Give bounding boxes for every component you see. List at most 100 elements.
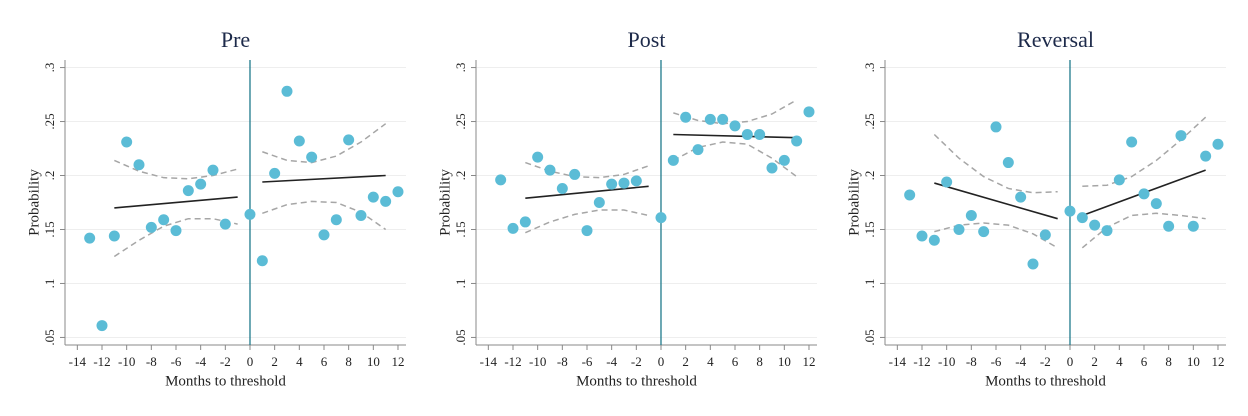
y-axis-label: Probability [437, 169, 453, 236]
point [256, 255, 268, 267]
point [630, 175, 642, 187]
point [1200, 150, 1212, 162]
confidence-band [262, 123, 387, 164]
x-tick-label: -4 [1015, 354, 1026, 369]
point [84, 232, 96, 244]
point [1015, 191, 1027, 203]
x-tick-label: -8 [966, 354, 977, 369]
point [306, 151, 318, 163]
point [392, 186, 404, 198]
point [519, 216, 531, 228]
point [133, 159, 145, 171]
point [729, 120, 741, 132]
point [754, 128, 766, 140]
point [618, 177, 630, 189]
x-tick-label: 10 [1187, 354, 1200, 369]
point [121, 136, 133, 148]
confidence-band [114, 159, 238, 180]
x-tick-label: 10 [367, 354, 380, 369]
x-tick-label: -14 [69, 354, 87, 369]
x-tick-label: -6 [171, 354, 182, 369]
point [1113, 174, 1125, 186]
point [593, 197, 605, 208]
confidence-band [262, 200, 387, 231]
x-tick-label: 8 [1165, 354, 1172, 369]
x-tick-label: 8 [345, 354, 352, 369]
point [219, 218, 231, 230]
point [108, 230, 120, 242]
x-tick-label: 6 [321, 354, 328, 369]
x-tick-label: 2 [1091, 354, 1098, 369]
y-tick-label: .05 [453, 329, 468, 345]
y-tick-label: .1 [862, 279, 877, 289]
y-tick-label: .2 [453, 171, 468, 181]
y-tick-label: .3 [42, 63, 57, 73]
x-tick-label: 0 [658, 354, 665, 369]
confidence-band [113, 217, 238, 258]
point [741, 128, 753, 140]
confidence-band [672, 141, 798, 178]
x-tick-label: -4 [195, 354, 206, 369]
point [1089, 219, 1101, 231]
x-tick-label: -12 [913, 354, 930, 369]
chart-title: Post [628, 27, 666, 52]
fit-line [525, 185, 649, 199]
y-tick-label: .05 [42, 329, 57, 345]
point [343, 134, 355, 146]
x-tick-label: -2 [1040, 354, 1051, 369]
x-tick-label: -6 [582, 354, 593, 369]
point [941, 176, 953, 188]
x-tick-label: 10 [778, 354, 791, 369]
x-tick-label: -14 [889, 354, 907, 369]
confidence-band [525, 209, 649, 234]
point [1187, 220, 1199, 232]
point [355, 209, 367, 221]
point [556, 182, 568, 194]
point [953, 223, 965, 235]
y-tick-label: .25 [453, 113, 468, 129]
point [182, 185, 194, 197]
point [778, 154, 790, 166]
x-tick-label: -2 [220, 354, 231, 369]
y-tick-label: .25 [42, 113, 57, 129]
point [1039, 229, 1051, 241]
point [978, 226, 990, 238]
x-tick-label: 0 [1067, 354, 1074, 369]
x-tick-label: 4 [296, 354, 303, 369]
x-axis-label: Months to threshold [985, 373, 1106, 389]
point [916, 230, 928, 242]
point [692, 144, 704, 156]
fit-line [262, 174, 386, 183]
point [380, 195, 392, 207]
point [1076, 212, 1088, 224]
point [281, 85, 293, 97]
y-tick-label: .1 [453, 279, 468, 289]
point [581, 225, 593, 237]
y-tick-label: .3 [862, 63, 877, 73]
x-tick-label: 2 [682, 354, 689, 369]
y-axis-label: Probability [846, 169, 862, 236]
point [293, 135, 305, 147]
x-tick-label: 2 [271, 354, 278, 369]
y-tick-label: .3 [453, 63, 468, 73]
point [1027, 258, 1039, 270]
x-tick-label: 6 [732, 354, 739, 369]
point [680, 111, 692, 123]
point [904, 189, 916, 201]
x-tick-label: 4 [1116, 354, 1123, 369]
point [1002, 157, 1014, 169]
point [544, 164, 556, 176]
point [1163, 220, 1175, 232]
point [928, 234, 940, 246]
x-tick-label: 8 [756, 354, 763, 369]
point [269, 167, 281, 179]
y-tick-label: .15 [862, 221, 877, 237]
confidence-band [673, 99, 798, 125]
confidence-band [933, 133, 1058, 194]
point [367, 191, 379, 203]
x-tick-label: 12 [1211, 354, 1224, 369]
x-tick-label: -2 [631, 354, 642, 369]
x-tick-label: -4 [606, 354, 617, 369]
point [717, 113, 729, 125]
